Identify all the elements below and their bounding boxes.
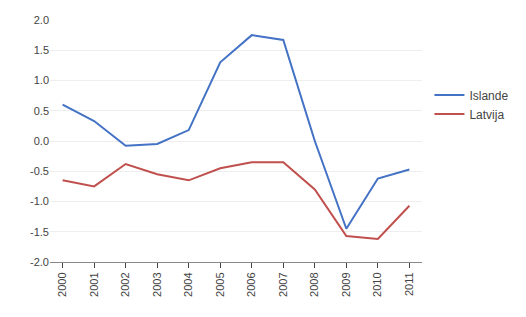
svg-text:1.0: 1.0: [34, 74, 49, 86]
svg-text:-2.0: -2.0: [30, 256, 49, 268]
svg-text:-1.5: -1.5: [30, 226, 49, 238]
svg-text:2008: 2008: [308, 272, 320, 296]
svg-text:-1.0: -1.0: [30, 195, 49, 207]
svg-text:2009: 2009: [340, 272, 352, 296]
svg-text:2005: 2005: [214, 272, 226, 296]
svg-text:2002: 2002: [119, 272, 131, 296]
svg-text:2004: 2004: [182, 272, 194, 296]
svg-text:1.5: 1.5: [34, 44, 49, 56]
svg-text:0.0: 0.0: [34, 135, 49, 147]
svg-text:2006: 2006: [245, 272, 257, 296]
svg-text:2001: 2001: [88, 272, 100, 296]
svg-text:2.0: 2.0: [34, 14, 49, 26]
svg-text:-0.5: -0.5: [30, 165, 49, 177]
svg-text:2003: 2003: [151, 272, 163, 296]
svg-text:Islande: Islande: [469, 89, 508, 103]
svg-text:2010: 2010: [371, 272, 383, 296]
svg-text:2007: 2007: [277, 272, 289, 296]
svg-text:2000: 2000: [56, 272, 68, 296]
svg-text:Latvija: Latvija: [469, 108, 504, 122]
svg-text:0.5: 0.5: [34, 105, 49, 117]
svg-text:2011: 2011: [403, 272, 415, 296]
